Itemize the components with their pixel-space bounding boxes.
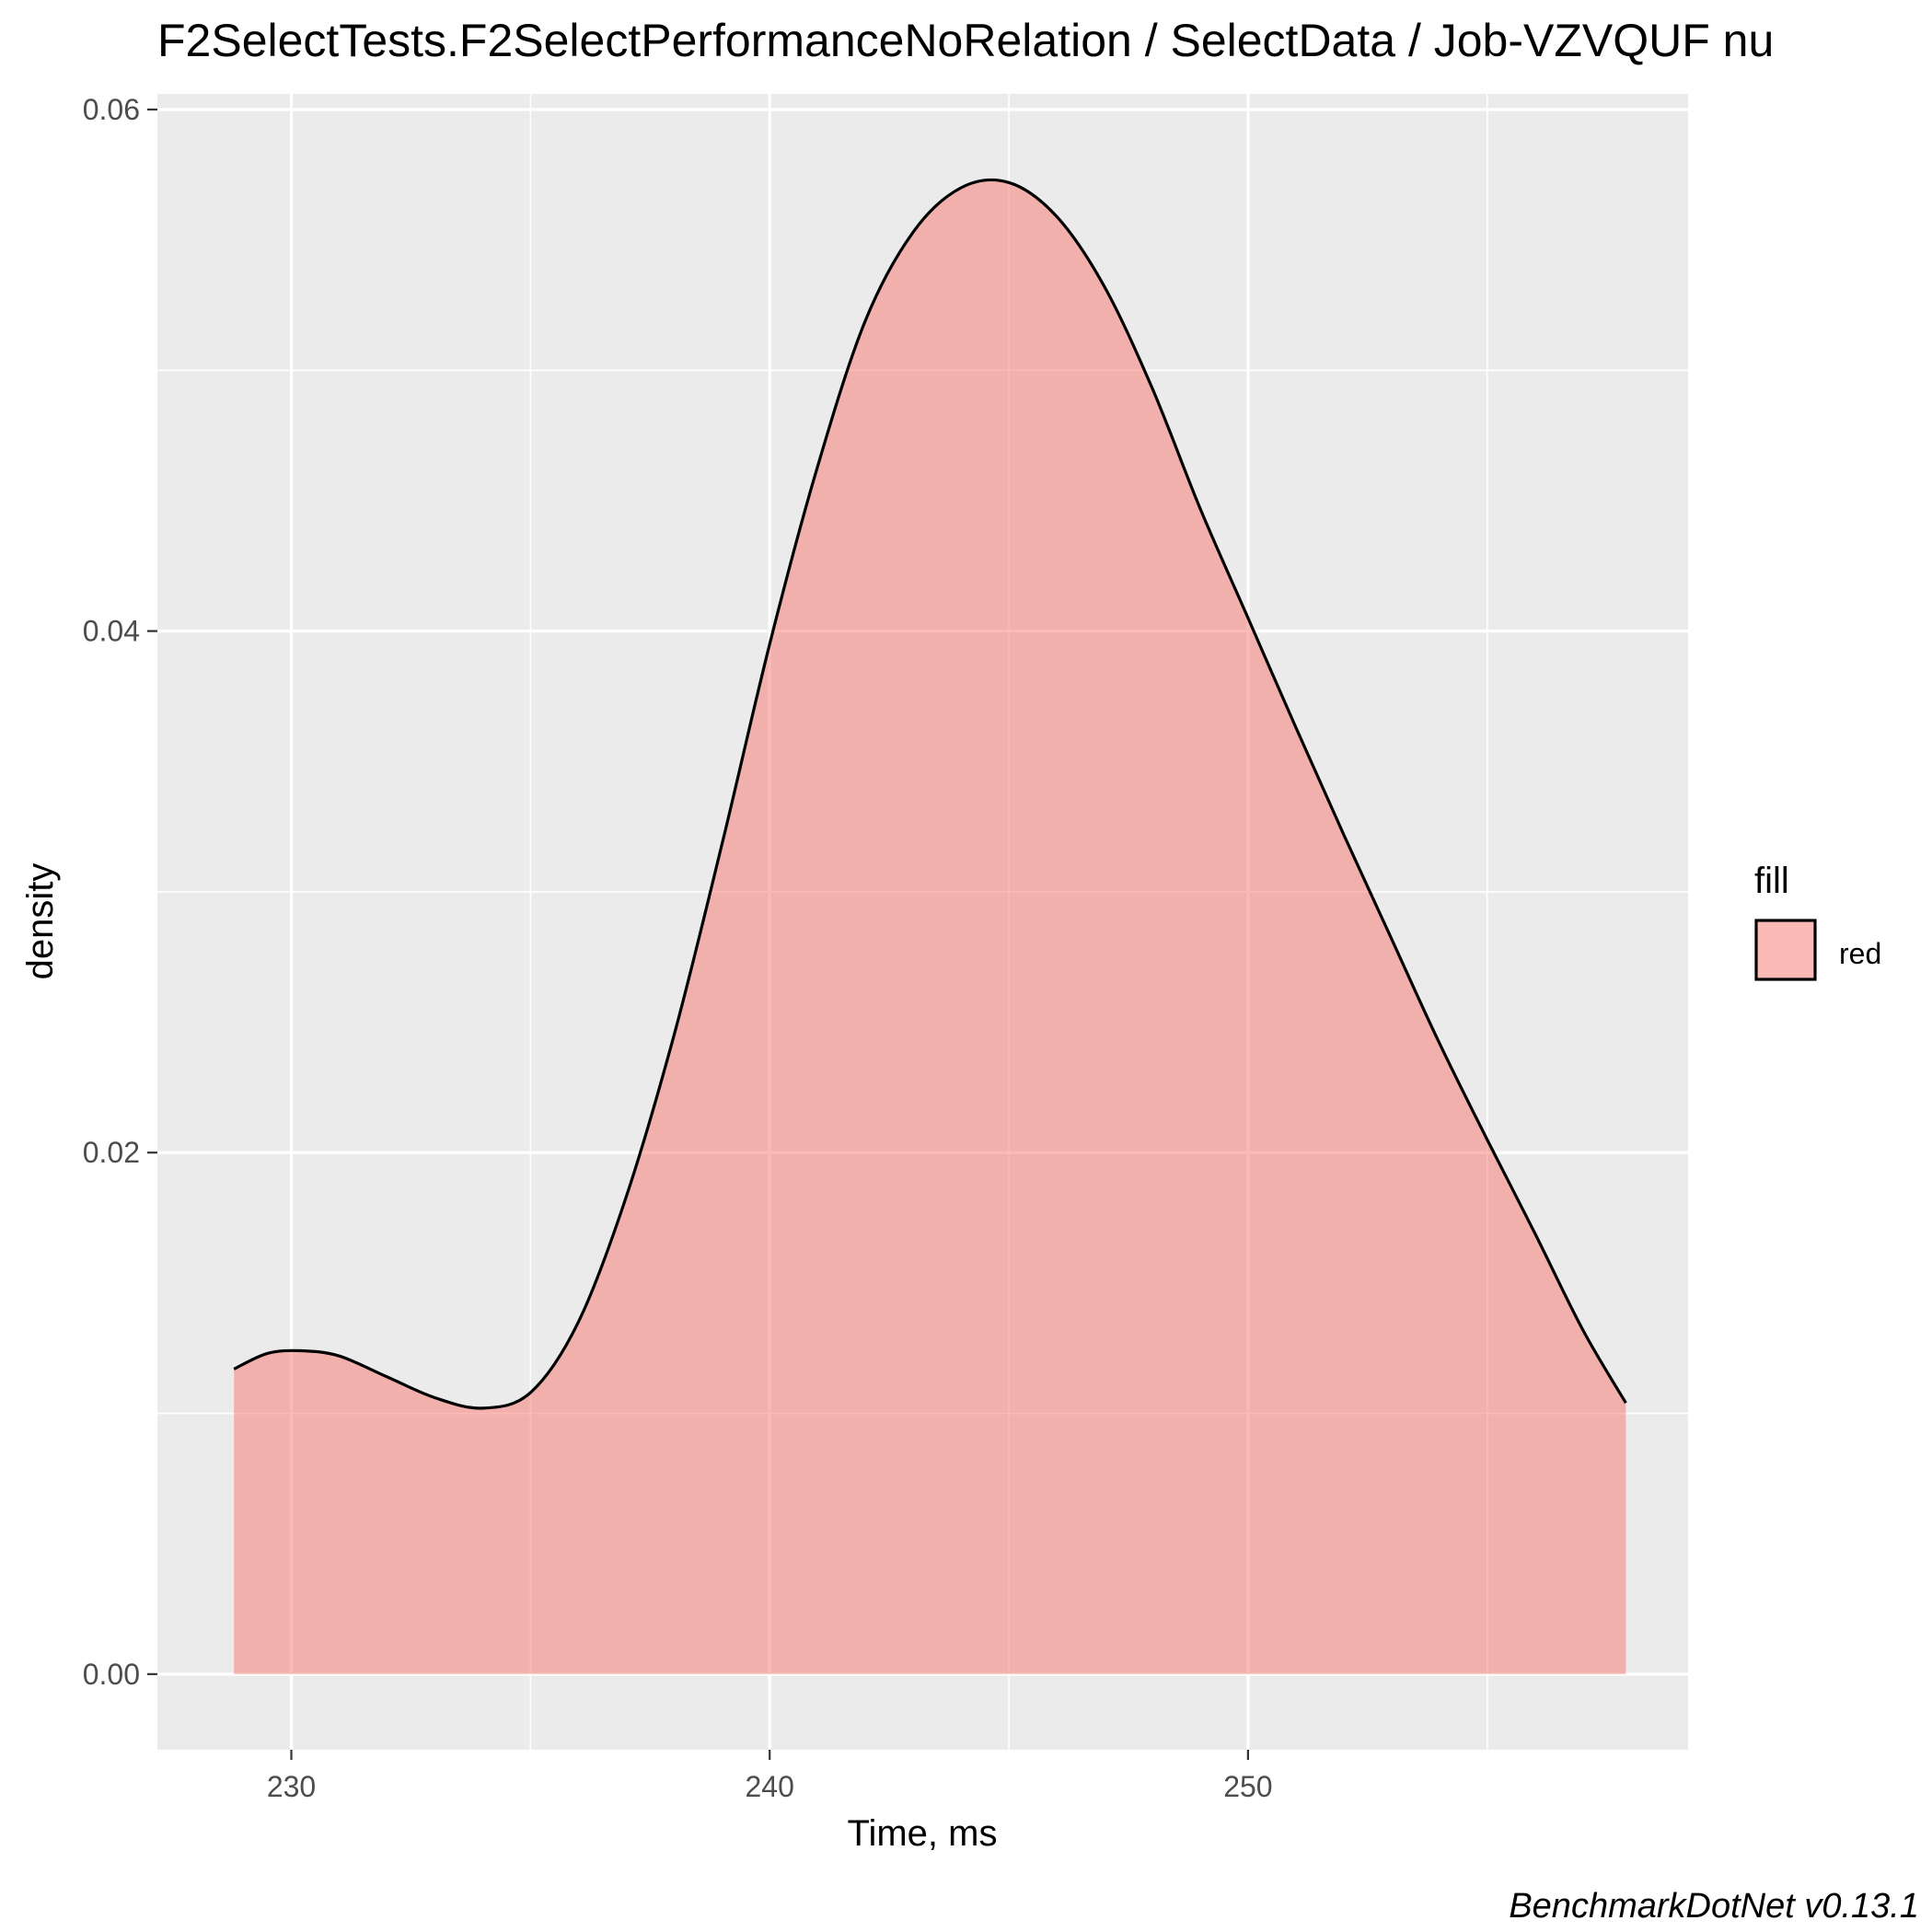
x-axis-title: Time, ms: [848, 1813, 998, 1854]
y-tick-label: 0.04: [83, 615, 140, 648]
legend-label-red: red: [1839, 937, 1881, 970]
x-tick-label: 250: [1223, 1770, 1272, 1803]
density-line: [233, 178, 1627, 1410]
x-axis: 230 240 250: [267, 1750, 1273, 1803]
x-tick-label: 230: [267, 1770, 316, 1803]
legend-title: fill: [1754, 861, 1789, 901]
y-axis: 0.00 0.02 0.04 0.06: [83, 93, 157, 1691]
chart-title: F2SelectTests.F2SelectPerformanceNoRelat…: [157, 15, 1774, 66]
y-tick-label: 0.06: [83, 93, 140, 126]
y-axis-title: density: [20, 863, 61, 980]
caption: BenchmarkDotNet v0.13.1: [1509, 1887, 1919, 1926]
x-tick-label: 240: [746, 1770, 794, 1803]
y-tick-label: 0.00: [83, 1658, 140, 1691]
legend-key-red: [1754, 919, 1817, 981]
density-area: [234, 179, 1626, 1674]
y-tick-label: 0.02: [83, 1136, 140, 1169]
legend: fill red: [1754, 861, 1881, 981]
